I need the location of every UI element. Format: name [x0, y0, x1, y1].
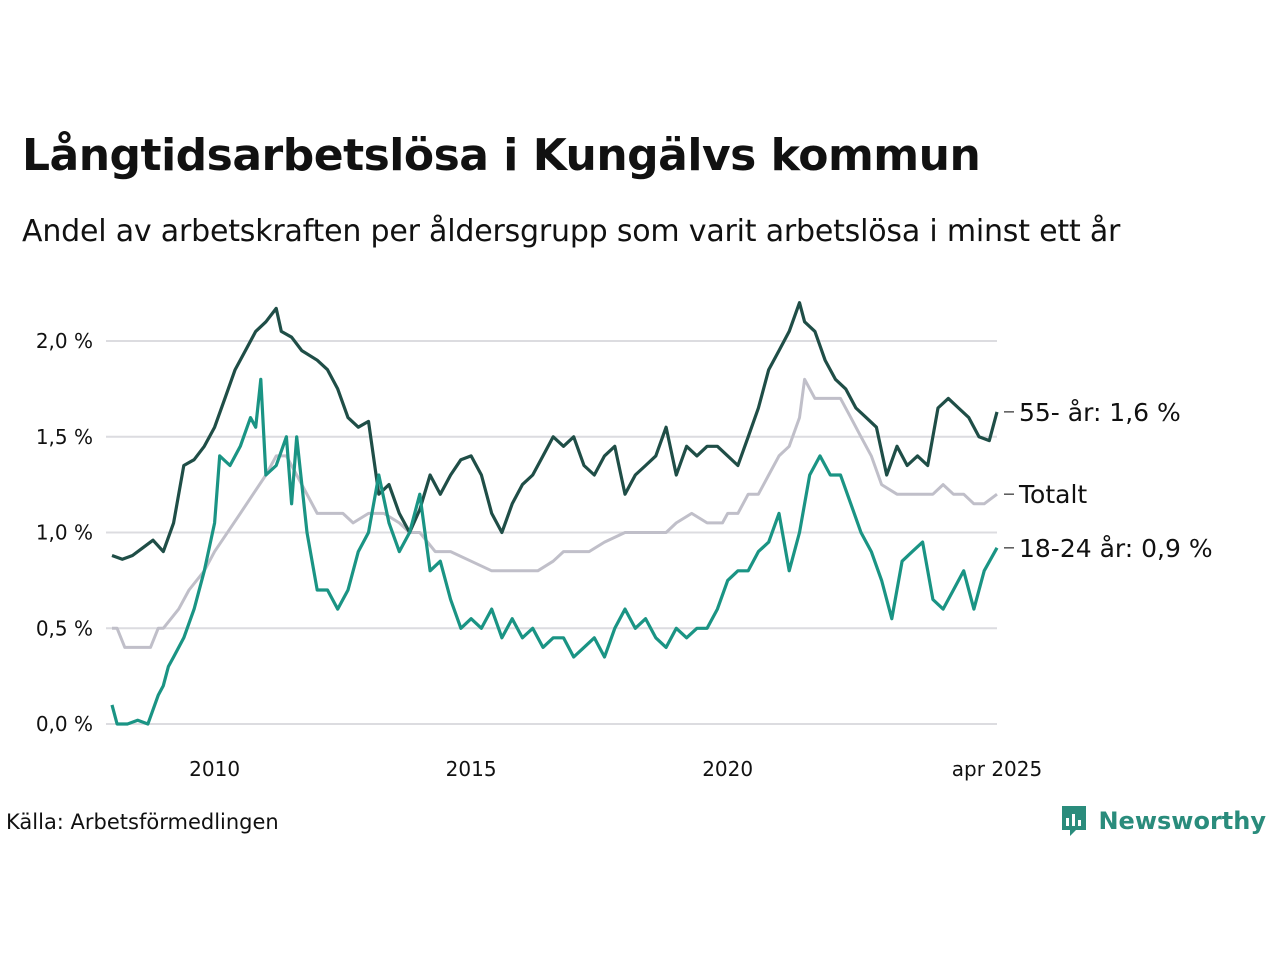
brand-logo: Newsworthy — [1060, 804, 1266, 838]
chart-subtitle: Andel av arbetskraften per åldersgrupp s… — [22, 214, 1121, 249]
x-axis-ticks: 2010 2015 2020 apr 2025 — [189, 757, 1042, 781]
brand-name: Newsworthy — [1098, 807, 1266, 835]
line-chart: 0,0 % 0,5 % 1,0 % 1,5 % 2,0 % 2010 2015 2020 ap… — [36, 301, 1213, 781]
y-tick-label: 0,0 % — [36, 712, 93, 736]
series-lines — [110, 301, 999, 726]
x-tick-label: 2020 — [702, 757, 753, 781]
gridlines — [106, 340, 997, 725]
y-tick-label: 2,0 % — [36, 329, 93, 353]
end-label-total: Totalt — [1018, 480, 1087, 509]
series-line-older — [111, 301, 999, 561]
end-label-young: 18-24 år: 0,9 % — [1019, 534, 1213, 563]
y-axis-ticks: 0,0 % 0,5 % 1,0 % 1,5 % 2,0 % — [36, 329, 93, 736]
x-tick-label: 2010 — [189, 757, 240, 781]
y-tick-label: 1,0 % — [36, 521, 93, 545]
series-line-total — [112, 377, 998, 649]
series-line-young — [110, 377, 999, 726]
y-tick-label: 0,5 % — [36, 616, 93, 640]
chart-title: Långtidsarbetslösa i Kungälvs kommun — [22, 130, 981, 181]
end-labels: Totalt 55- år: 1,6 % 18-24 år: 0,9 % — [1004, 398, 1213, 563]
y-tick-label: 1,5 % — [36, 425, 93, 449]
x-tick-label: 2015 — [446, 757, 497, 781]
x-tick-label: apr 2025 — [952, 757, 1042, 781]
newsworthy-logo-icon — [1062, 806, 1087, 836]
end-label-older: 55- år: 1,6 % — [1019, 398, 1181, 427]
source-note: Källa: Arbetsförmedlingen — [6, 810, 279, 834]
